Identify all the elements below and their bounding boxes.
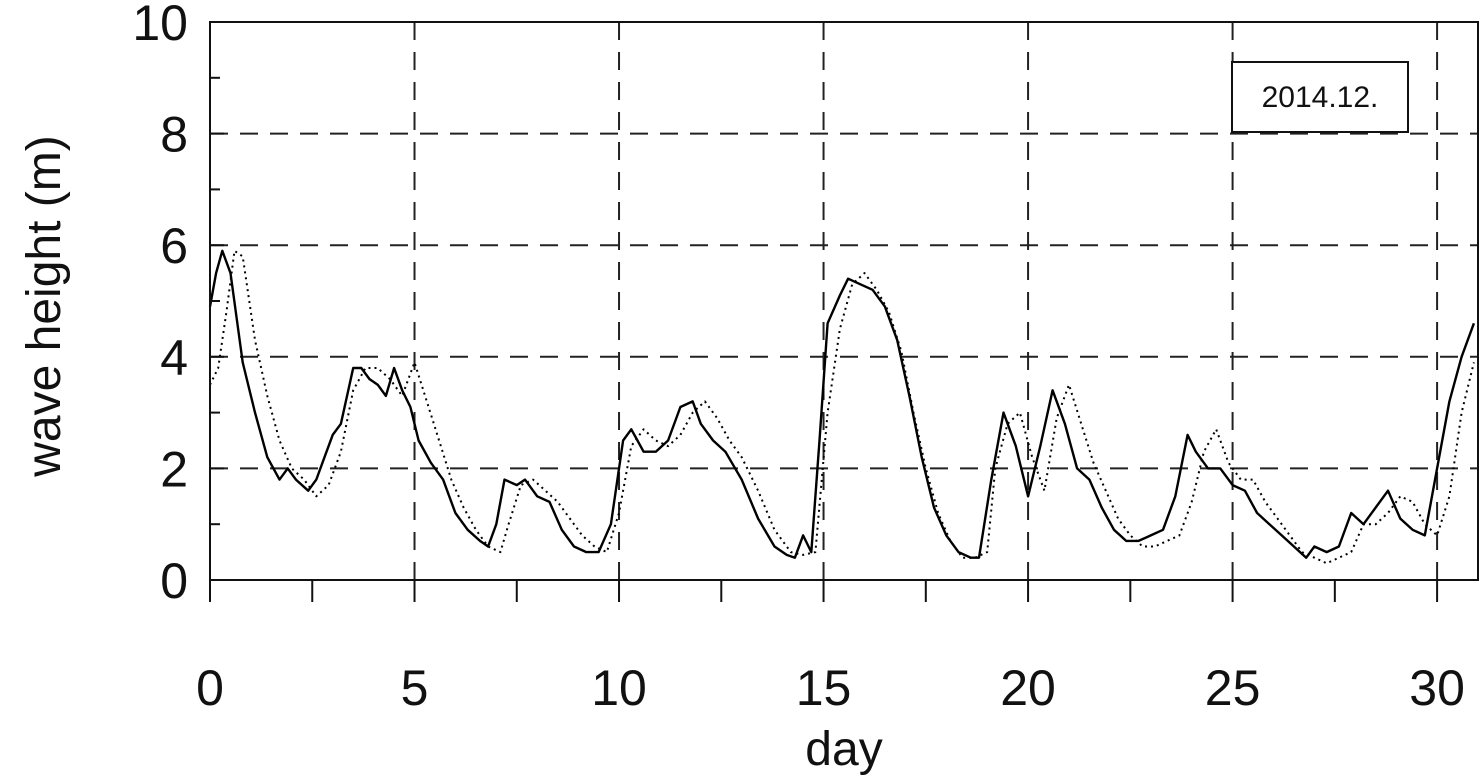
x-tick-label: 10 [591, 660, 647, 716]
x-tick-label: 20 [1000, 660, 1056, 716]
y-tick-label: 4 [160, 330, 188, 386]
annotation-label: 2014.12. [1262, 81, 1379, 114]
y-axis-title: wave height (m) [18, 135, 71, 477]
y-tick-label: 0 [160, 553, 188, 609]
plot-series [208, 249, 1476, 565]
x-tick-label: 5 [401, 660, 429, 716]
y-tick-label: 2 [160, 441, 188, 497]
annotation-frame [1231, 61, 1409, 133]
annotation-box: 2014.12. [1231, 61, 1409, 133]
x-tick-label: 0 [196, 660, 224, 716]
y-tick-label: 8 [160, 107, 188, 163]
axis-ticks: 0 2 4 6 8 10 0 5 10 15 20 25 30 [132, 0, 1465, 716]
y-tick-label: 10 [132, 0, 188, 51]
series-line-solid [208, 249, 1476, 559]
x-tick-label: 15 [796, 660, 852, 716]
x-tick-label: 30 [1409, 660, 1465, 716]
x-tick-label: 25 [1205, 660, 1261, 716]
y-tick-label: 6 [160, 218, 188, 274]
x-axis-title: day [805, 723, 882, 776]
series-line-dotted [209, 249, 1475, 565]
grid-lines [210, 22, 1478, 580]
